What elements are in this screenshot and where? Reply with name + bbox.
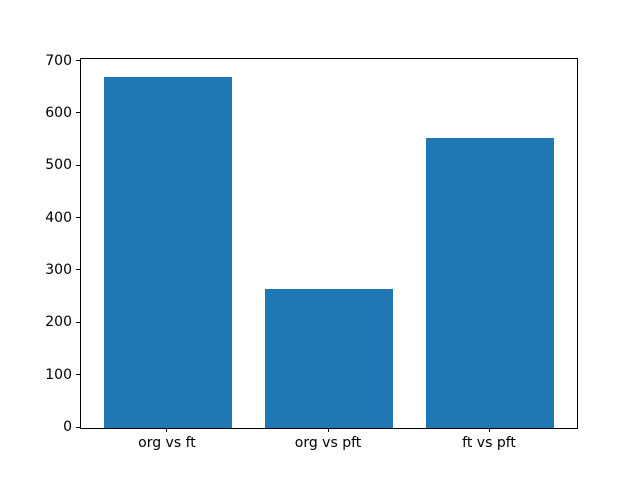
y-axis-tick-label: 600 bbox=[45, 104, 72, 121]
y-axis-tick-label: 400 bbox=[45, 209, 72, 226]
y-axis-tick bbox=[76, 60, 80, 62]
plot-area bbox=[80, 58, 578, 429]
y-axis-tick bbox=[76, 269, 80, 271]
bar-ft-vs-pft bbox=[425, 137, 555, 428]
y-axis-tick-label: 700 bbox=[45, 52, 72, 69]
x-axis-tick-label: org vs ft bbox=[138, 435, 196, 451]
bar-org-vs-pft bbox=[264, 289, 394, 428]
y-axis-tick-label: 0 bbox=[63, 419, 72, 435]
y-axis-tick-label: 100 bbox=[45, 366, 72, 383]
y-axis-tick-label: 300 bbox=[45, 261, 72, 278]
x-axis-tick-label: ft vs pft bbox=[462, 435, 516, 451]
x-axis-tick bbox=[327, 428, 329, 432]
y-axis-tick bbox=[76, 321, 80, 323]
bar-org-vs-ft bbox=[103, 77, 233, 428]
x-axis-tick bbox=[166, 428, 168, 432]
y-axis-tick bbox=[76, 426, 80, 428]
y-axis-tick bbox=[76, 112, 80, 114]
y-axis-tick-label: 500 bbox=[45, 157, 72, 174]
y-axis-tick-label: 200 bbox=[45, 314, 72, 331]
y-axis-tick bbox=[76, 217, 80, 219]
x-axis-tick-label: org vs pft bbox=[294, 435, 362, 451]
y-axis-tick bbox=[76, 164, 80, 166]
x-axis-tick bbox=[488, 428, 490, 432]
y-axis-tick bbox=[76, 374, 80, 376]
